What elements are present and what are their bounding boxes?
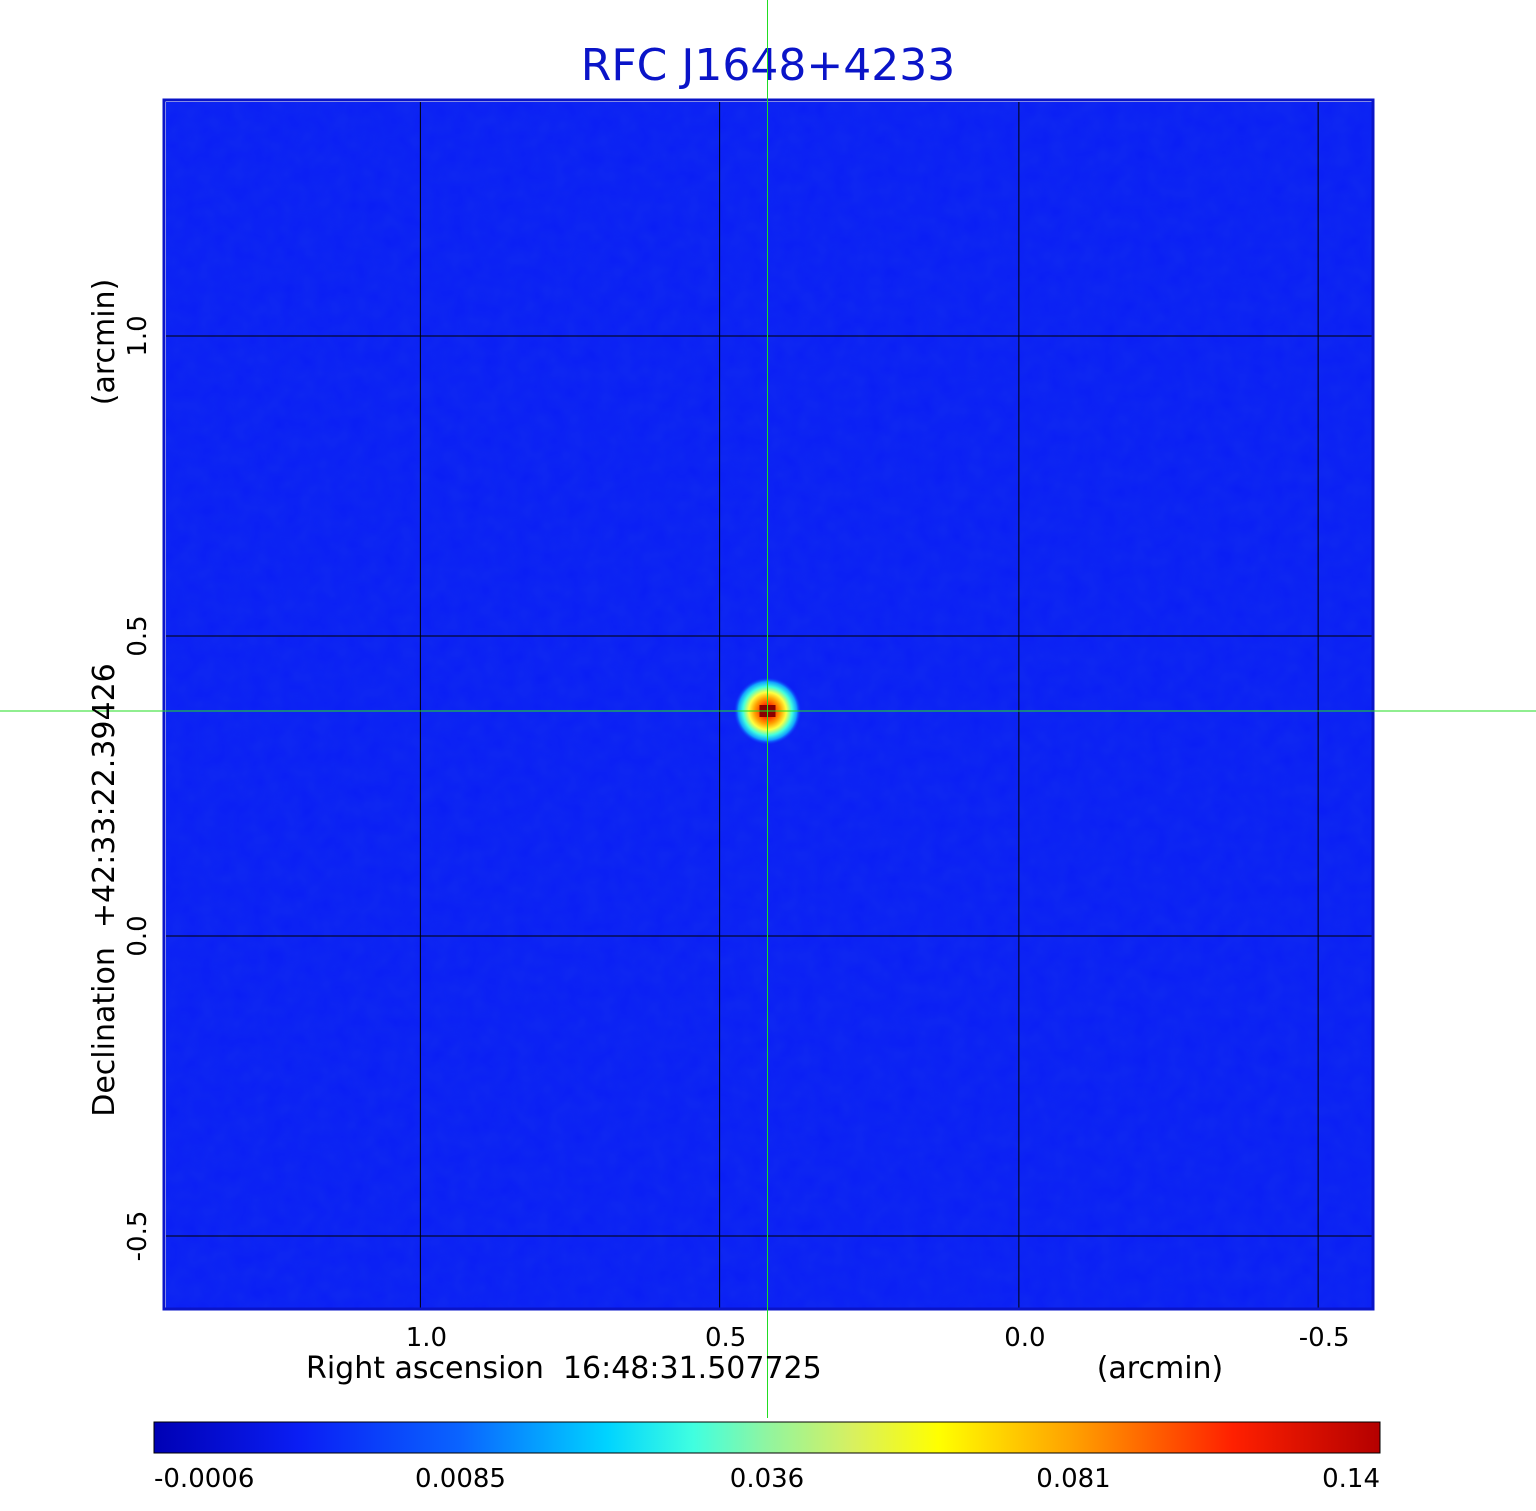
y-axis-unit: (arcmin) (87, 279, 122, 406)
y-tick-label: 0.5 (123, 615, 153, 656)
plot-frame (162, 98, 1375, 1311)
colorbar-ticks: -0.0006 0.0085 0.036 0.081 0.14 (154, 1464, 1380, 1494)
y-tick-label: -0.5 (123, 1211, 153, 1262)
colorbar-tick-label: 0.036 (730, 1464, 804, 1494)
colorbar-tick-label: -0.0006 (154, 1464, 254, 1494)
y-tick-label: 1.0 (123, 315, 153, 356)
colorbar-gradient (153, 1421, 1381, 1454)
colorbar-tick-label: 0.081 (1036, 1464, 1110, 1494)
y-axis-label: Declination +42:33:22.39426 (87, 663, 122, 1117)
colorbar: -0.0006 0.0085 0.036 0.081 0.14 (153, 1421, 1381, 1494)
tick-labels: 1.0 0.5 0.0 -0.5 1.0 0.5 0.0 -0.5 (123, 315, 1350, 1353)
x-tick-label: 0.5 (705, 1323, 746, 1353)
crosshair (0, 0, 1536, 1418)
colorbar-tick-label: 0.0085 (415, 1464, 506, 1494)
x-tick-label: -0.5 (1299, 1323, 1350, 1353)
x-axis-unit: (arcmin) (1097, 1351, 1224, 1386)
colorbar-tick-label: 0.14 (1322, 1464, 1380, 1494)
x-tick-label: 1.0 (406, 1323, 447, 1353)
grid-lines (166, 102, 1372, 1308)
x-axis-label: Right ascension 16:48:31.507725 (306, 1351, 822, 1386)
x-tick-label: 0.0 (1004, 1323, 1045, 1353)
y-tick-label: 0.0 (123, 915, 153, 956)
